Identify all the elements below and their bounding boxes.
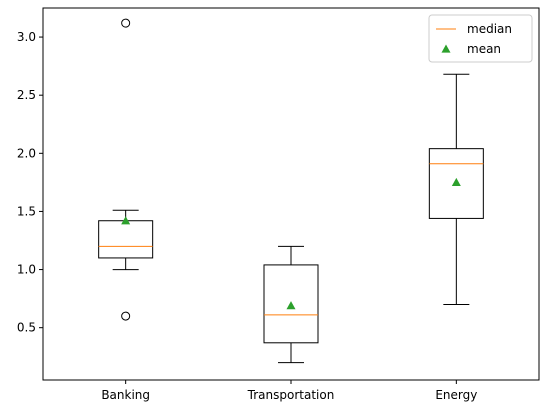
plot-frame bbox=[42, 7, 540, 381]
x-tick-label: Transportation bbox=[247, 388, 335, 402]
y-tick-label: 1.5 bbox=[17, 204, 36, 218]
y-tick-label: 0.5 bbox=[17, 321, 36, 335]
y-axis: 0.5 1.0 1.5 2.0 2.5 3.0 bbox=[17, 30, 43, 335]
legend-label: median bbox=[467, 22, 512, 36]
box-1 bbox=[263, 245, 319, 364]
legend-label: mean bbox=[467, 42, 501, 56]
flier-point bbox=[121, 311, 131, 321]
y-tick-label: 1.0 bbox=[17, 263, 36, 277]
y-tick-label: 2.5 bbox=[17, 88, 36, 102]
box-2 bbox=[428, 73, 484, 305]
mean-marker bbox=[286, 301, 296, 310]
box-body bbox=[428, 148, 484, 219]
legend-box bbox=[428, 14, 533, 63]
chart-marks bbox=[98, 18, 484, 364]
flier-point bbox=[121, 18, 131, 28]
box-body bbox=[263, 264, 319, 344]
box-body bbox=[98, 220, 154, 259]
x-axis: Banking Transportation Energy bbox=[101, 380, 477, 402]
x-tick-label: Banking bbox=[101, 388, 150, 402]
mean-marker bbox=[121, 216, 131, 225]
mean-marker bbox=[451, 177, 461, 186]
y-tick-label: 3.0 bbox=[17, 30, 36, 44]
legend-mean-swatch bbox=[441, 44, 451, 53]
box-0 bbox=[98, 18, 154, 321]
x-tick-label: Energy bbox=[435, 388, 477, 402]
legend: median mean bbox=[428, 14, 533, 63]
y-tick-label: 2.0 bbox=[17, 146, 36, 160]
